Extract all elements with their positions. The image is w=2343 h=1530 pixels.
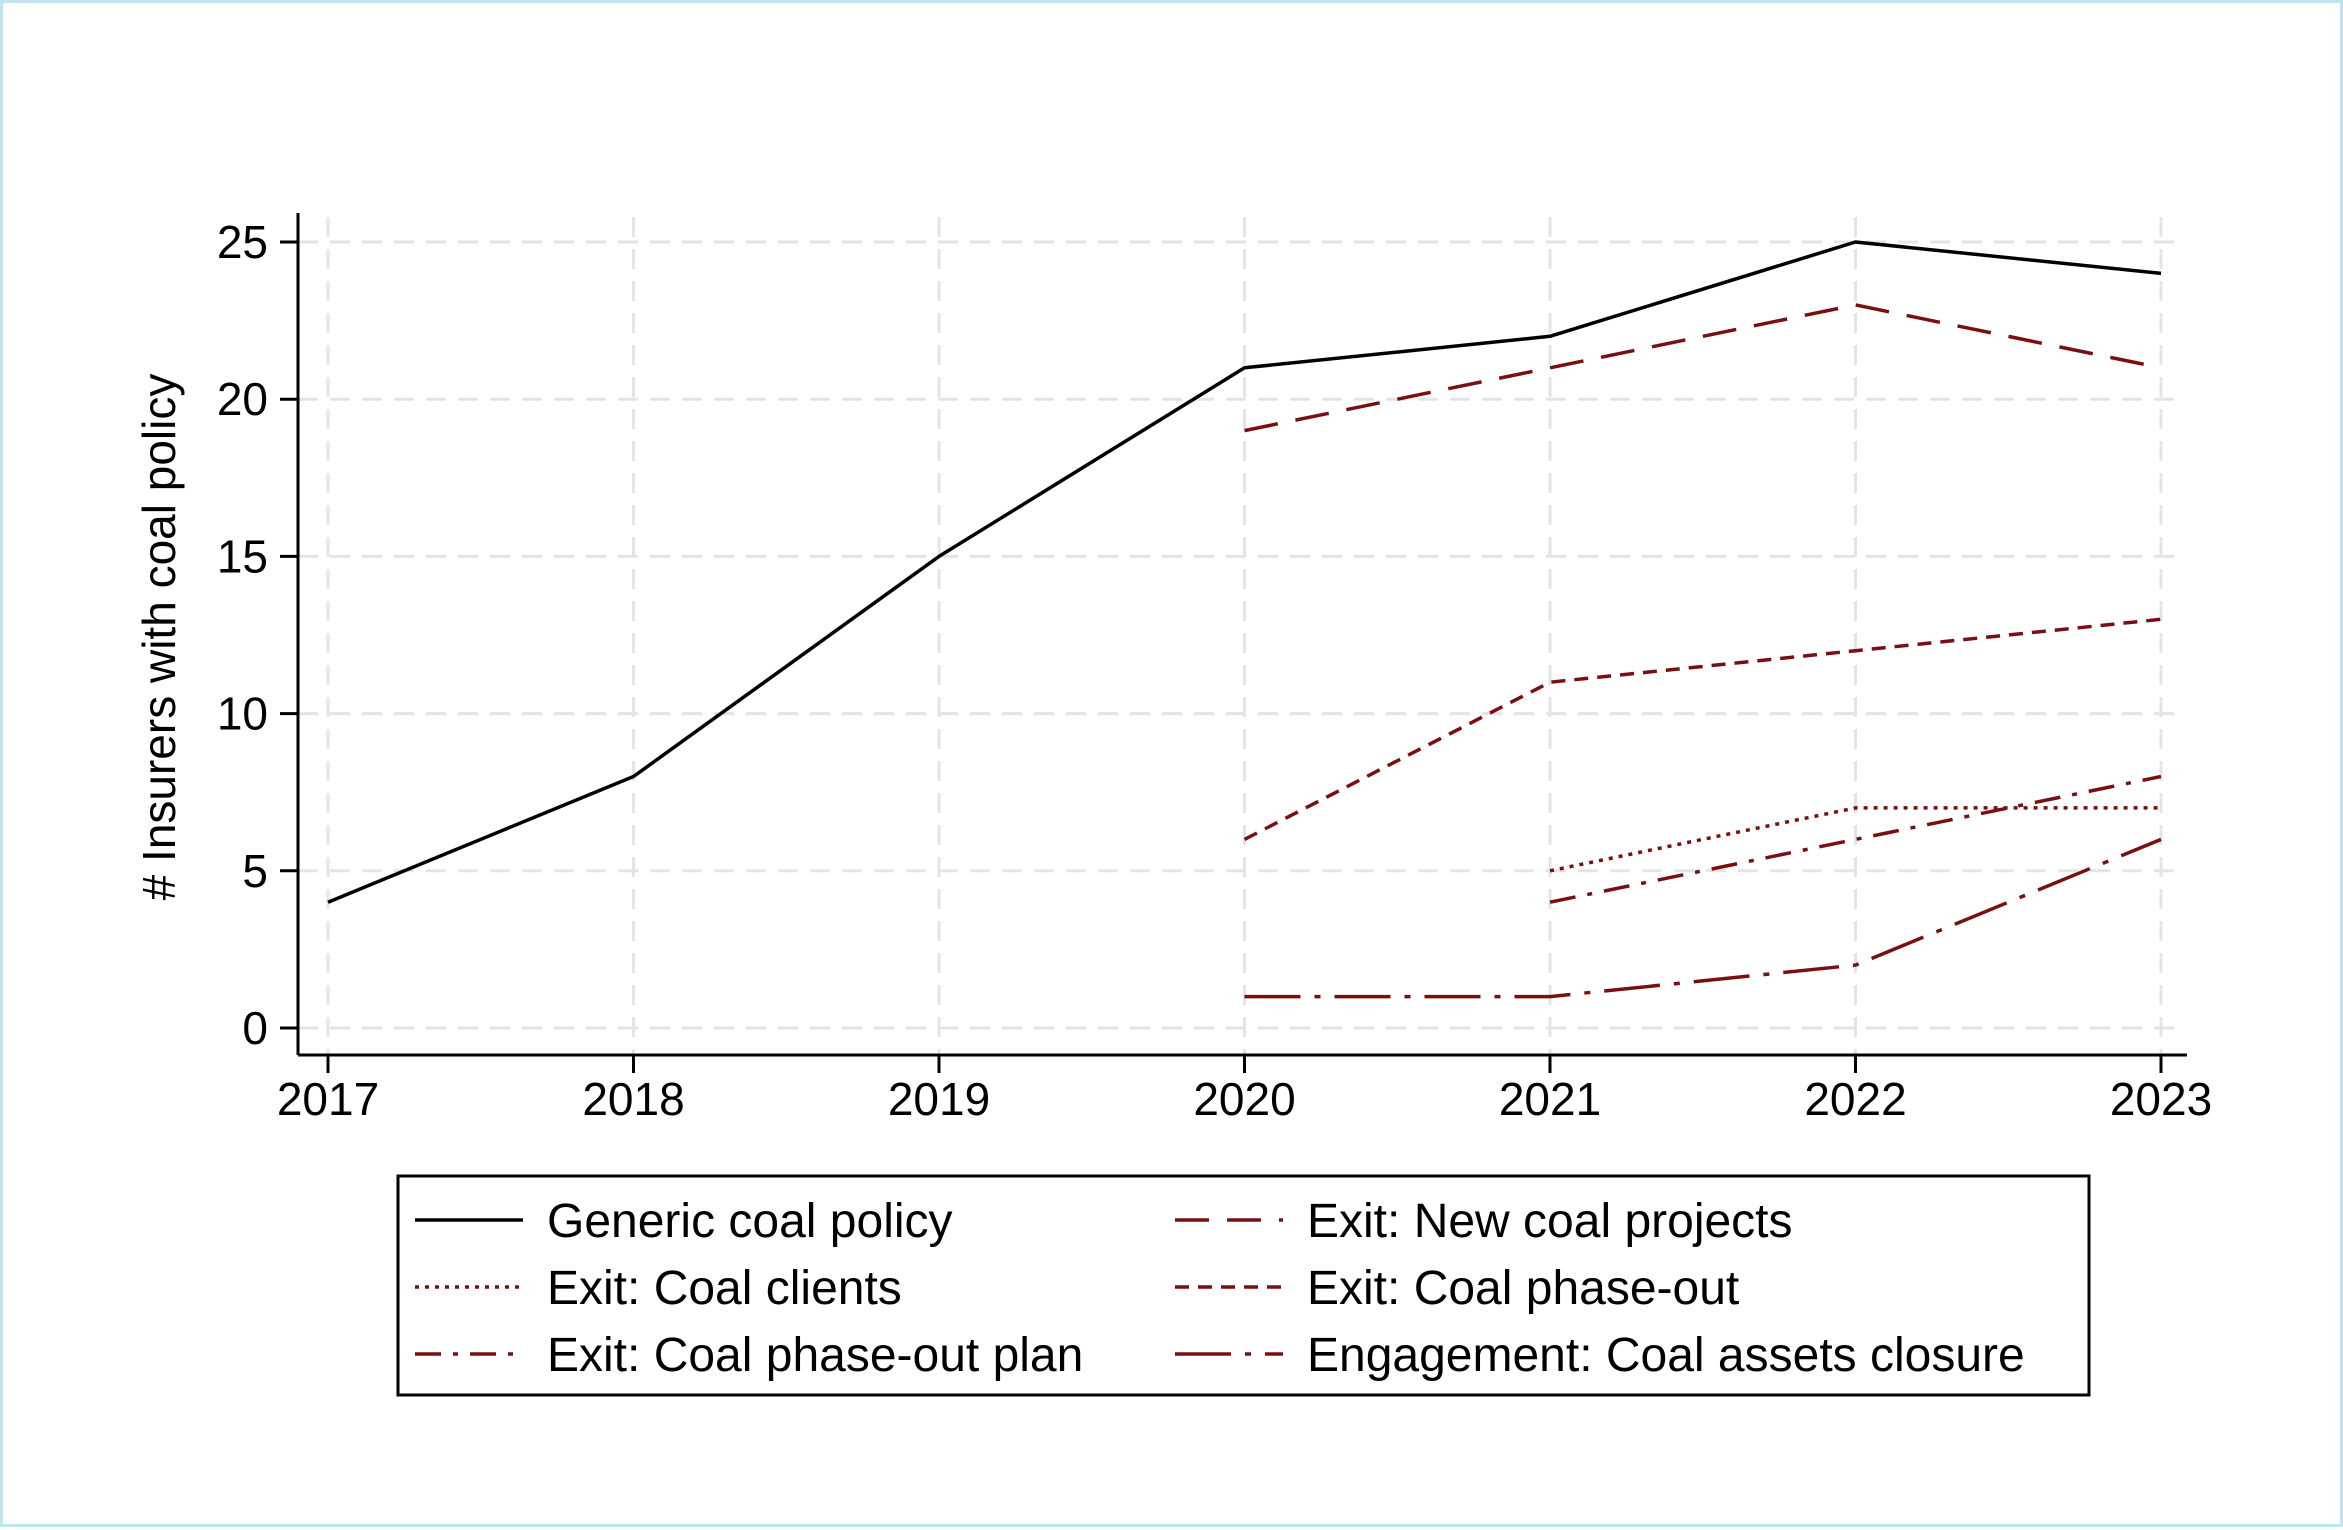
x-tick-label: 2018: [582, 1073, 684, 1125]
plot-background: [296, 213, 2187, 1056]
series-line-1: [327, 240, 2162, 904]
legend: Generic coal policy Exit: New coal projec…: [396, 1174, 2091, 1397]
x-tick-label: 2019: [888, 1073, 990, 1125]
series-lines: [327, 240, 2162, 999]
x-tick-labels: 2017 2018 2019 2020 2021 2022 2023: [277, 1073, 2212, 1125]
y-tick-label: 20: [217, 373, 268, 425]
x-tick-label: 2017: [277, 1073, 379, 1125]
legend-label-6: Engagement: Coal assets closure: [1307, 1329, 2025, 1382]
x-tick-label: 2022: [1804, 1073, 1906, 1125]
legend-label-5: Exit: Coal phase-out plan: [547, 1329, 1083, 1382]
legend-label-2: Exit: New coal projects: [1307, 1195, 1793, 1248]
y-tick-label: 10: [217, 688, 268, 740]
y-tick-label: 0: [242, 1002, 268, 1054]
x-tick-label: 2020: [1193, 1073, 1295, 1125]
y-tick-label: 5: [242, 845, 268, 897]
series-line-3: [1549, 806, 2161, 873]
gridlines: [298, 217, 2185, 1055]
y-axis-title: # Insurers with coal policy: [133, 374, 185, 901]
x-tick-label: 2021: [1499, 1073, 1601, 1125]
axes: [280, 213, 2187, 1073]
series-line-4: [1243, 617, 2162, 841]
legend-label-4: Exit: Coal phase-out: [1307, 1262, 1739, 1315]
legend-label-3: Exit: Coal clients: [547, 1262, 902, 1315]
series-line-5: [1549, 774, 2162, 904]
legend-box: [396, 1174, 2091, 1397]
legend-label-1: Generic coal policy: [547, 1195, 953, 1248]
series-line-6: [1244, 837, 2162, 999]
y-tick-labels: 0 5 10 15 20 25: [217, 216, 268, 1054]
y-tick-label: 25: [217, 216, 268, 268]
y-tick-label: 15: [217, 530, 268, 582]
x-tick-label: 2023: [2110, 1073, 2212, 1125]
